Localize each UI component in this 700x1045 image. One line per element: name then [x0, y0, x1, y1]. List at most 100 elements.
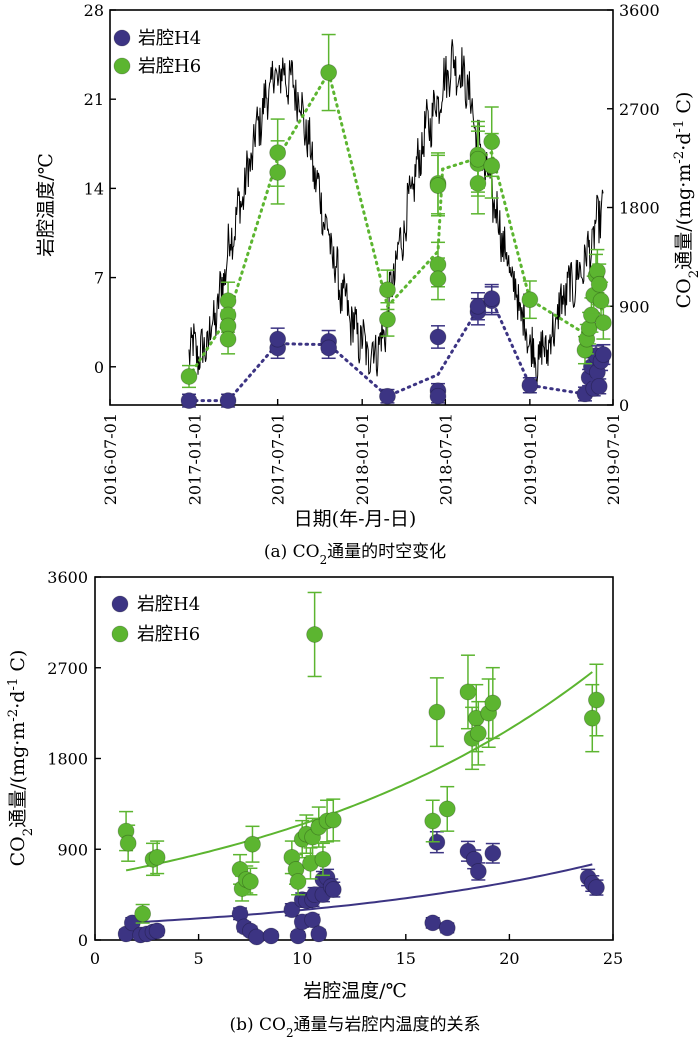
temperature-line	[188, 39, 604, 385]
H6-point	[429, 270, 447, 288]
H4-point	[521, 376, 539, 394]
H4-point	[324, 881, 342, 898]
H6-point	[324, 811, 342, 829]
legend-marker	[111, 595, 129, 613]
chart-a-x-tick-label: 2019-07-01	[604, 413, 623, 505]
chart-a-x-tick-label: 2018-07-01	[436, 413, 455, 505]
chart-a-x-tick-label: 2016-07-01	[101, 413, 120, 505]
chart-b-series-layer	[117, 591, 605, 946]
H6-point	[594, 314, 612, 332]
H6-point	[588, 691, 605, 709]
H4-point	[269, 330, 287, 348]
H6-point	[180, 368, 198, 385]
H6-point	[306, 626, 324, 643]
chart-b-x-tick-label: 0	[90, 949, 100, 968]
H4-point	[310, 925, 328, 943]
H6-point	[241, 873, 259, 890]
H6-fit-curve	[125, 671, 593, 872]
chart-b-axes: 0 5 10 15 20 25 0 900 1800 2700 3600	[47, 568, 623, 968]
chart-a: 2016-07-01 2017-01-01 2017-07-01 2018-01-01…	[35, 1, 700, 567]
H6-point	[269, 163, 287, 181]
chart-b-legend: 岩腔H4 岩腔H6	[111, 594, 200, 645]
H4-point	[320, 339, 338, 357]
chart-b-x-tick-label: 25	[603, 949, 623, 968]
chart-a-y-tick-label: 28	[84, 1, 104, 20]
H6-point	[289, 873, 307, 890]
H6-point	[320, 64, 338, 81]
H6-point	[469, 150, 487, 168]
H6-point	[379, 311, 396, 328]
H6-point	[590, 275, 608, 293]
chart-b-y-tick-label: 2700	[47, 659, 88, 678]
chart-a-temperature-layer	[188, 39, 604, 385]
chart-a-y2-tick-label: 1800	[619, 199, 660, 218]
H4-point	[180, 392, 198, 410]
chart-b: 0 5 10 15 20 25 0 900 1800 2700 3600 岩腔H4 岩腔H6 CO2通…	[6, 568, 624, 1040]
chart-a-y-tick-label: 21	[84, 90, 104, 109]
H4-point	[588, 879, 605, 896]
H4-point	[424, 914, 442, 932]
chart-b-y-tick-label: 0	[78, 931, 88, 950]
H4-point	[379, 387, 396, 405]
chart-b-y-tick-label: 1800	[47, 750, 88, 769]
H4-point	[594, 346, 612, 363]
H6-point	[459, 683, 477, 701]
chart-a-x-tick-label: 2019-01-01	[521, 413, 540, 505]
H6-point	[521, 291, 539, 309]
H4-point	[590, 377, 608, 395]
chart-a-x-tick-label: 2018-01-01	[353, 413, 372, 505]
legend-label: 岩腔H4	[138, 28, 201, 49]
legend-marker	[113, 57, 131, 75]
chart-b-x-axis-label: 岩腔温度/℃	[303, 980, 407, 1002]
legend-label: 岩腔H6	[137, 624, 200, 645]
H6-point	[483, 157, 501, 175]
H4-fit-curve	[126, 863, 593, 924]
chart-a-y2-axis-label: CO2通量/(mg·m-2·d-1 C)	[672, 92, 700, 309]
chart-b-y-tick-label: 3600	[47, 568, 88, 587]
legend-label: 岩腔H6	[138, 56, 201, 77]
chart-a-y2-tick-label: 2700	[619, 100, 660, 119]
H6-point	[244, 835, 261, 853]
H4-point	[262, 927, 280, 945]
legend-label: 岩腔H4	[137, 594, 200, 615]
H4-point	[219, 392, 237, 410]
chart-a-y-tick-label: 14	[84, 179, 104, 198]
H6-trend-line	[187, 68, 605, 378]
chart-b-x-tick-label: 15	[396, 949, 416, 968]
H6-point	[379, 281, 396, 299]
chart-a-caption: (a) CO2通量的时空变化	[264, 542, 446, 567]
H6-point	[314, 850, 332, 868]
H6-point	[148, 848, 166, 866]
chart-b-caption: (b) CO2通量与岩腔内温度的关系	[229, 1015, 480, 1040]
H6-point	[134, 905, 152, 923]
H4-point	[438, 919, 456, 937]
chart-a-y-axis-label: 岩腔温度/℃	[35, 153, 57, 257]
H4-point	[304, 911, 321, 929]
H4-point	[248, 928, 266, 946]
H4-point	[289, 927, 307, 945]
H4-point	[148, 922, 166, 940]
chart-b-x-tick-label: 10	[292, 949, 312, 968]
H4-point	[429, 328, 447, 346]
chart-b-y-axis-label: CO2通量/(mg·m-2·d-1 C)	[6, 650, 36, 867]
chart-a-legend: 岩腔H4 岩腔H6	[113, 28, 201, 77]
chart-a-x-axis-label: 日期(年-月-日)	[294, 508, 417, 530]
H4-point	[484, 844, 502, 862]
H6-point	[484, 694, 502, 712]
chart-a-y-tick-label: 7	[94, 269, 104, 288]
legend-marker	[111, 625, 129, 643]
H6-point	[469, 724, 487, 742]
chart-a-y2-tick-label: 900	[619, 297, 650, 316]
chart-a-y2-tick-label: 3600	[619, 1, 660, 20]
chart-b-x-tick-label: 5	[194, 949, 204, 968]
H4-point	[483, 290, 501, 307]
H6-point	[583, 709, 601, 727]
H6-point	[429, 177, 447, 194]
chart-b-x-tick-label: 20	[499, 949, 519, 968]
legend-marker	[113, 29, 131, 47]
chart-a-y-tick-label: 0	[94, 358, 104, 377]
chart-a-series-layer	[180, 33, 612, 410]
H4-point	[429, 387, 447, 405]
H6-point	[119, 834, 137, 852]
